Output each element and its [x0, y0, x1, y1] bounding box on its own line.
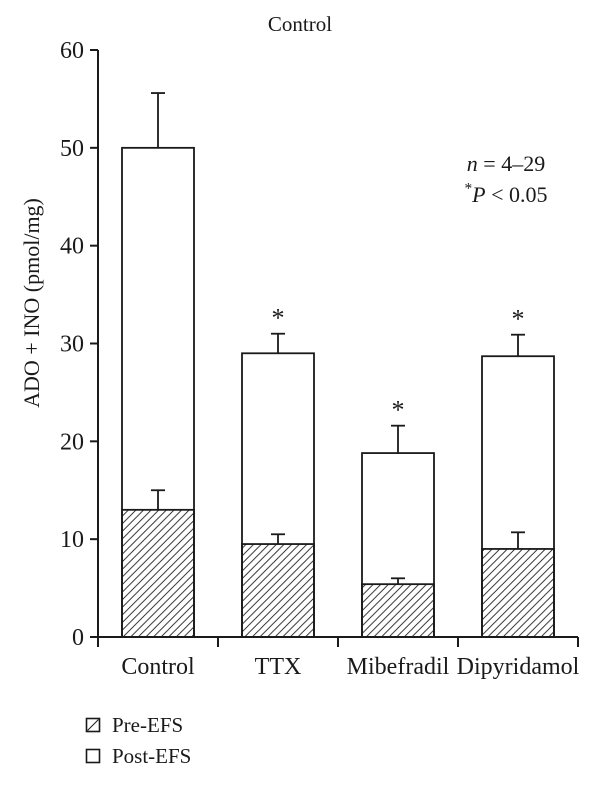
annotation-p-symbol: P [472, 182, 486, 207]
significance-star-ttx: * [272, 304, 285, 333]
legend-label: Pre-EFS [112, 712, 184, 737]
y-tick-label-10: 10 [60, 527, 84, 553]
bar-pre-efs-mibefradil [361, 583, 435, 638]
annotation-n-value: = 4–29 [477, 151, 546, 176]
bar-pre-efs-control [121, 508, 195, 638]
legend-label: Post-EFS [112, 743, 192, 768]
white-swatch-icon [85, 748, 101, 764]
x-tick-label-control: Control [121, 654, 195, 680]
legend: Pre-EFS Post-EFS [85, 712, 191, 774]
y-tick-label-0: 0 [72, 625, 84, 651]
annotation: n = 4–29 *P < 0.05 [400, 148, 600, 210]
significance-star-mibefradil: * [392, 396, 405, 425]
legend-item-pre-efs: Pre-EFS [85, 712, 191, 738]
annotation-n-symbol: n [466, 151, 478, 176]
chart-title: Control [267, 12, 333, 36]
annotation-p-value: < 0.05 [485, 182, 548, 207]
legend-item-post-efs: Post-EFS [85, 743, 191, 769]
y-axis-title: ADO + INO (pmol/mg) [19, 198, 44, 408]
bar-pre-efs-dipyridamol [481, 548, 555, 638]
annotation-star: * [464, 180, 473, 198]
annotation-n-line: n = 4–29 [400, 148, 600, 179]
significance-star-dipyridamol: * [512, 305, 525, 334]
y-tick-label-60: 60 [60, 38, 84, 64]
x-tick-label-mibefradil: Mibefradil [347, 654, 450, 680]
hatched-swatch-icon [85, 717, 101, 733]
y-tick-label-20: 20 [60, 429, 84, 455]
x-tick-label-ttx: TTX [255, 654, 302, 680]
y-tick-label-50: 50 [60, 136, 84, 162]
annotation-p-line: *P < 0.05 [400, 179, 600, 210]
bar-pre-efs-ttx [241, 543, 315, 638]
x-tick-label-dipyridamol: Dipyridamol [457, 654, 580, 680]
y-tick-label-40: 40 [60, 234, 84, 260]
y-tick-label-30: 30 [60, 332, 84, 358]
